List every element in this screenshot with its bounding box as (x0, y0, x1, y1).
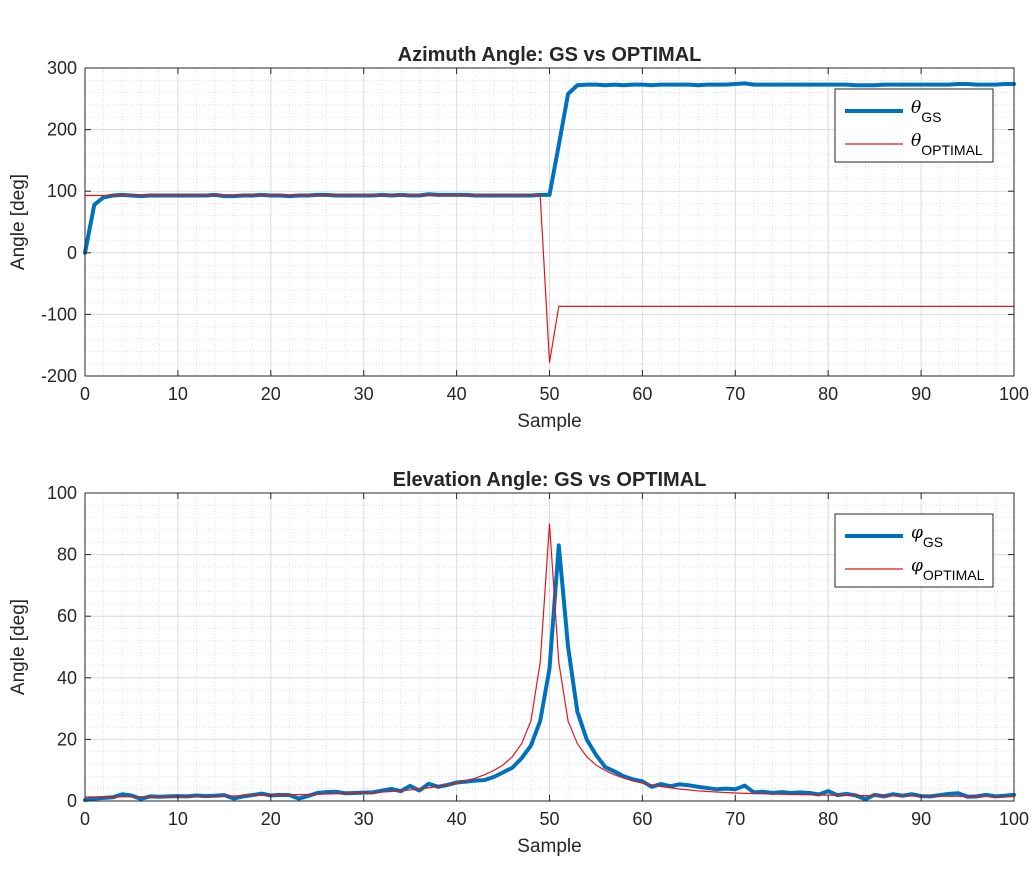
y-axis-label: Angle [deg] (8, 599, 29, 695)
y-tick-label: 300 (47, 58, 77, 78)
y-tick-label: 200 (47, 120, 77, 140)
x-tick-label: 90 (911, 384, 931, 404)
x-tick-label: 70 (725, 809, 745, 829)
x-tick-label: 30 (354, 809, 374, 829)
legend-label: φGS (911, 523, 943, 550)
x-tick-label: 60 (632, 384, 652, 404)
x-tick-label: 100 (999, 384, 1029, 404)
legend-label: φOPTIMAL (911, 556, 985, 583)
x-axis-label: Sample (517, 411, 581, 432)
legend-label: θOPTIMAL (911, 131, 983, 158)
x-tick-label: 40 (447, 384, 467, 404)
legend-box (834, 513, 994, 588)
legend-label: θGS (911, 98, 941, 125)
x-tick-label: 100 (999, 809, 1029, 829)
y-tick-label: 0 (67, 791, 77, 811)
y-tick-label: -100 (41, 304, 77, 324)
x-tick-label: 30 (354, 384, 374, 404)
chart-title: Elevation Angle: GS vs OPTIMAL (393, 469, 707, 491)
x-tick-label: 90 (911, 809, 931, 829)
series-line-optimal (84, 523, 1015, 798)
series-line-optimal (84, 194, 1015, 364)
chart-1: 0 10 20 30 40 50 60 70 80 90 100 -200 -100 0 100 200 300… (8, 44, 1029, 432)
legend: φGS φOPTIMAL (834, 513, 994, 588)
x-tick-label: 0 (80, 384, 90, 404)
x-tick-label: 70 (725, 384, 745, 404)
y-tick-label: 40 (57, 668, 77, 688)
x-axis-label: Sample (517, 836, 581, 857)
y-axis-label: Angle [deg] (8, 174, 29, 270)
x-tick-label: 0 (80, 809, 90, 829)
y-tick-label: 20 (57, 729, 77, 749)
x-tick-label: 50 (539, 809, 559, 829)
x-tick-label: 80 (818, 384, 838, 404)
x-tick-label: 80 (818, 809, 838, 829)
y-tick-label: 100 (47, 181, 77, 201)
legend-box (834, 88, 994, 163)
y-tick-label: 0 (67, 243, 77, 263)
x-tick-label: 50 (539, 384, 559, 404)
series-line-gs (83, 543, 1016, 803)
chart-2: 0 10 20 30 40 50 60 70 80 90 100 0 20 40 60 80 100 Elevat… (8, 469, 1029, 857)
y-tick-label: -200 (41, 366, 77, 386)
x-tick-label: 60 (632, 809, 652, 829)
x-tick-label: 40 (447, 809, 467, 829)
y-tick-label: 80 (57, 545, 77, 565)
chart-title: Azimuth Angle: GS vs OPTIMAL (398, 44, 702, 66)
legend: θGS θOPTIMAL (834, 88, 994, 163)
x-tick-label: 20 (261, 809, 281, 829)
x-tick-label: 10 (168, 384, 188, 404)
y-tick-label: 60 (57, 606, 77, 626)
y-tick-label: 100 (47, 483, 77, 503)
x-tick-label: 10 (168, 809, 188, 829)
x-tick-label: 20 (261, 384, 281, 404)
